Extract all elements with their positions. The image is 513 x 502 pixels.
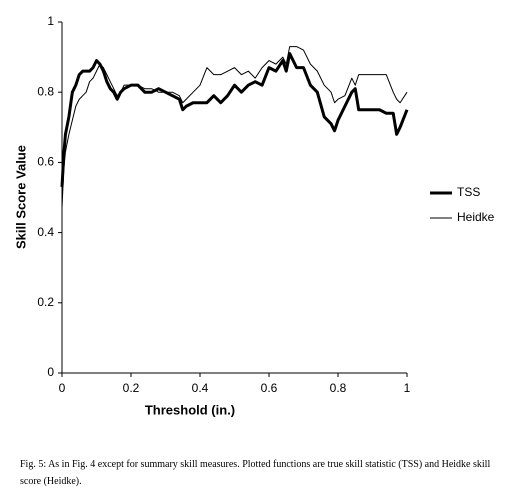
x-tick-label: 0.6 (261, 381, 278, 395)
x-tick-label: 1 (404, 381, 411, 395)
y-tick-label: 0.6 (37, 155, 54, 169)
legend-label: Heidke (457, 210, 495, 224)
y-tick-label: 0.2 (37, 295, 54, 309)
x-tick-label: 0 (59, 381, 66, 395)
chart: Threshold (in.) Skill Score Value 0 0.2 0.… (13, 14, 495, 417)
x-axis-label: Threshold (in.) (145, 402, 235, 417)
y-tick-label: 0.8 (37, 84, 54, 98)
legend-label: TSS (457, 185, 480, 199)
y-tick-label: 1 (47, 14, 54, 28)
series-line (61, 46, 408, 209)
x-tick-label: 0.2 (123, 381, 140, 395)
y-axis-label: Skill Score Value (13, 145, 28, 249)
caption: Fig. 5: As in Fig. 4 except for summary … (20, 459, 491, 487)
series-line (60, 52, 409, 188)
y-tick-label: 0.4 (37, 225, 54, 239)
y-tick-label: 0 (47, 365, 54, 379)
x-tick-label: 0.8 (330, 381, 347, 395)
x-tick-label: 0.4 (192, 381, 209, 395)
